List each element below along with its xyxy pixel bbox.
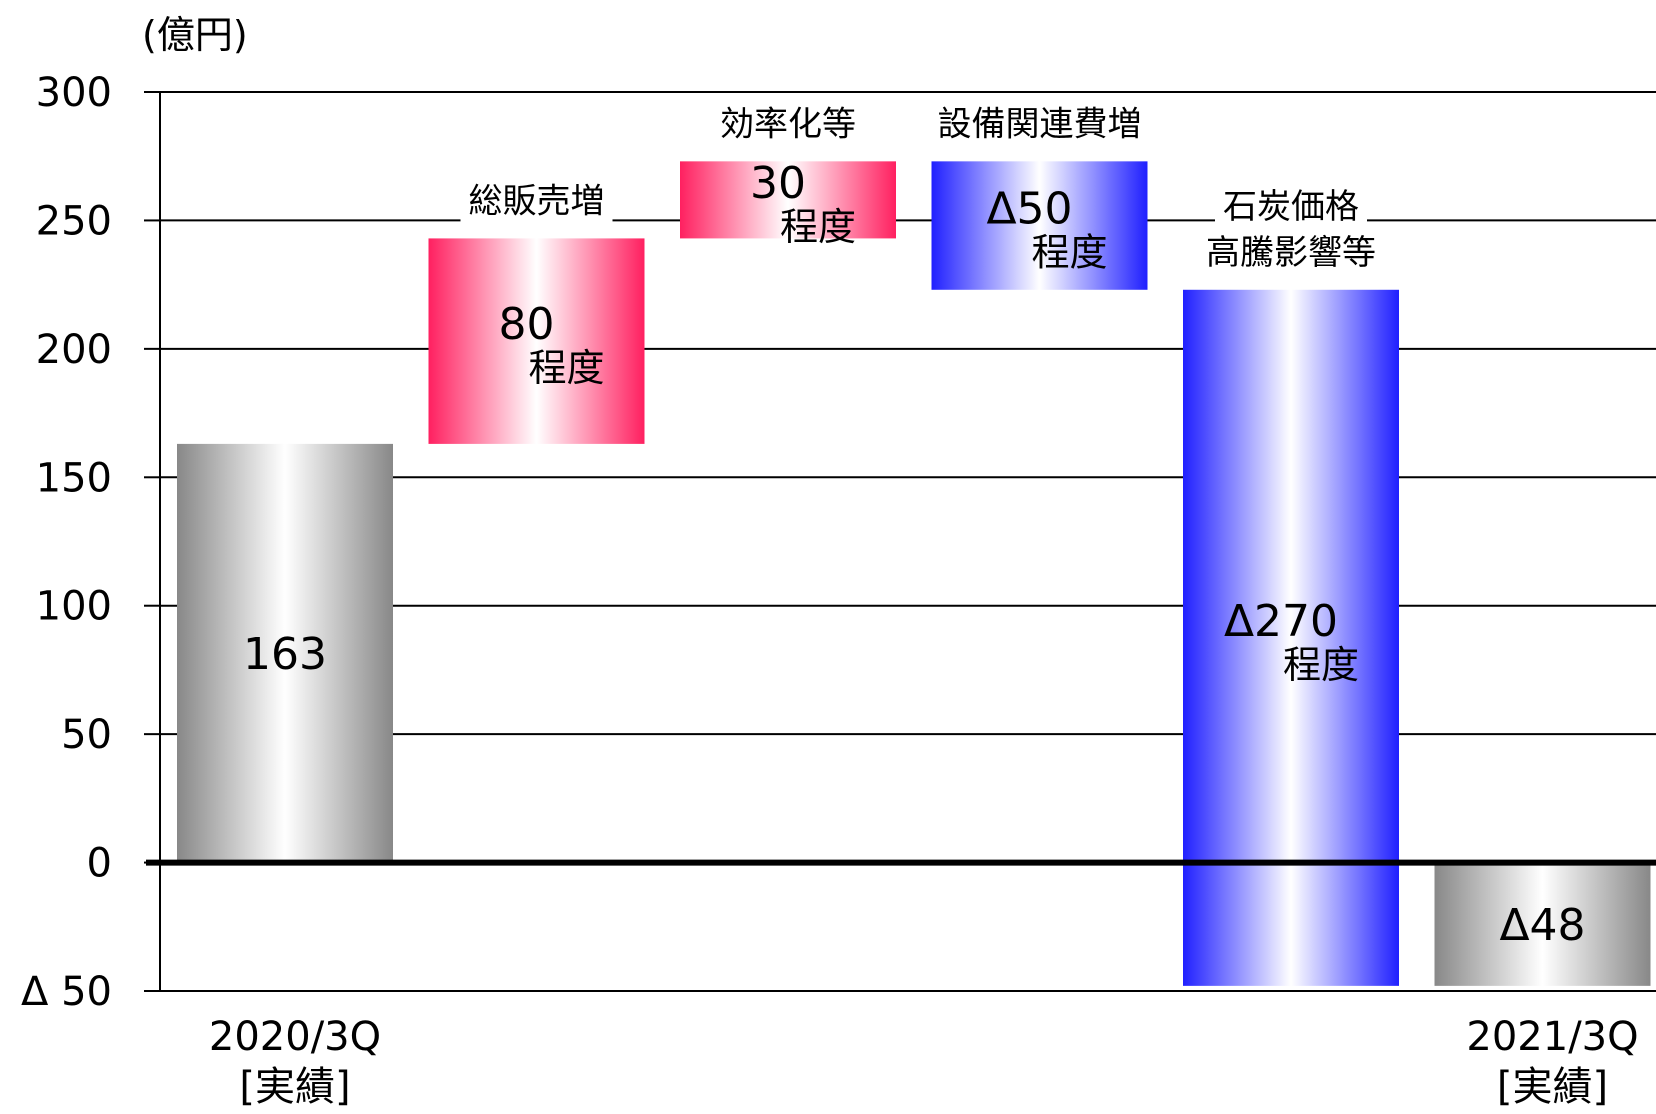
bar-decrease (1183, 289, 1399, 986)
unit-label: (億円) (142, 13, 248, 57)
y-tick-label: Δ 50 (21, 969, 112, 1015)
bars (177, 161, 1651, 986)
gridlines (160, 91, 1656, 736)
y-tick-label: 250 (36, 198, 112, 244)
x-category-label: [実績] (239, 1064, 350, 1110)
step-name-bg (1215, 185, 1367, 228)
step-name: 石炭価格 (1223, 187, 1359, 227)
y-axis-ticks: 300 250 200 150 100 50 0 Δ 50 (21, 70, 160, 1015)
y-tick-label: 0 (87, 841, 112, 887)
x-category-label: 2020/3Q (209, 1014, 381, 1060)
bar-value-label: 30 (750, 158, 806, 209)
y-tick-label: 50 (61, 712, 112, 758)
bar-sub-label: 程度 (780, 205, 856, 249)
bar-value-label: Δ50 (986, 184, 1072, 235)
step-name: 設備関連費増 (938, 104, 1142, 144)
y-tick-label: 100 (36, 584, 112, 630)
step-name: 効率化等 (720, 104, 856, 144)
bar-total (1434, 862, 1651, 986)
step-name: 総販売増 (469, 181, 605, 221)
y-tick-label: 300 (36, 70, 112, 116)
y-tick-label: 150 (36, 455, 112, 501)
step-name-bg (460, 180, 613, 223)
bar-value-label: 80 (499, 299, 555, 350)
x-category-label: [実績] (1497, 1064, 1608, 1110)
step-name: 高騰影響等 (1206, 233, 1376, 273)
bar-sub-label: 程度 (1283, 643, 1359, 687)
bar-sub-label: 程度 (1031, 231, 1107, 275)
bar-total (177, 443, 393, 863)
bar-increase (428, 238, 645, 444)
y-tick-label: 200 (36, 327, 112, 373)
step-name-bg (712, 103, 864, 146)
bar-decrease (931, 161, 1148, 290)
bar-value-label: Δ270 (1224, 596, 1338, 647)
bar-value-label: Δ48 (1499, 900, 1585, 951)
step-name-bg (1198, 231, 1384, 274)
step-name-bg (929, 103, 1150, 146)
bar-value-label: 163 (243, 629, 327, 680)
bar-sub-label: 程度 (528, 346, 604, 390)
bar-increase (680, 161, 896, 239)
x-category-label: 2021/3Q (1466, 1014, 1638, 1060)
axes (146, 92, 1656, 992)
